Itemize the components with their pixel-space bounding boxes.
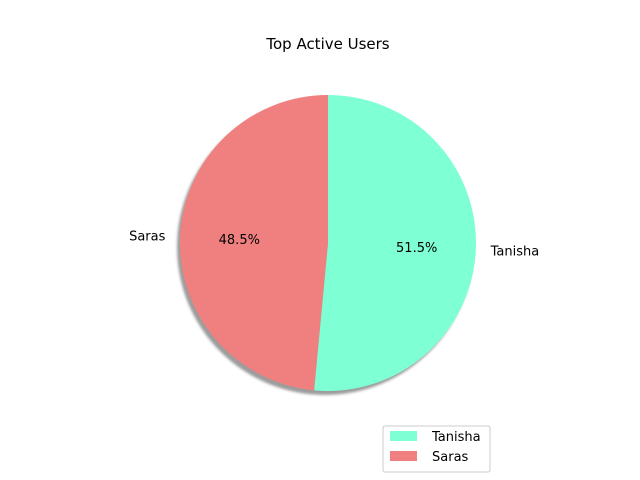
chart-title: Top Active Users	[265, 35, 389, 53]
pie-slice-tanisha	[314, 95, 476, 391]
slice-label-tanisha: Tanisha	[490, 245, 540, 260]
legend: Tanisha Saras	[382, 425, 491, 473]
pie-labels: Tanisha 51.5% Saras 48.5%	[129, 229, 539, 259]
slice-percent-saras: 48.5%	[219, 233, 260, 248]
slice-label-saras: Saras	[129, 229, 166, 244]
legend-label-tanisha: Tanisha	[431, 430, 481, 445]
pie-slice-saras	[179, 95, 328, 391]
legend-swatch-tanisha	[390, 431, 417, 441]
slice-percent-tanisha: 51.5%	[396, 241, 437, 256]
legend-swatch-saras	[390, 451, 417, 461]
legend-label-saras: Saras	[432, 450, 469, 465]
pie-slices	[179, 95, 476, 391]
